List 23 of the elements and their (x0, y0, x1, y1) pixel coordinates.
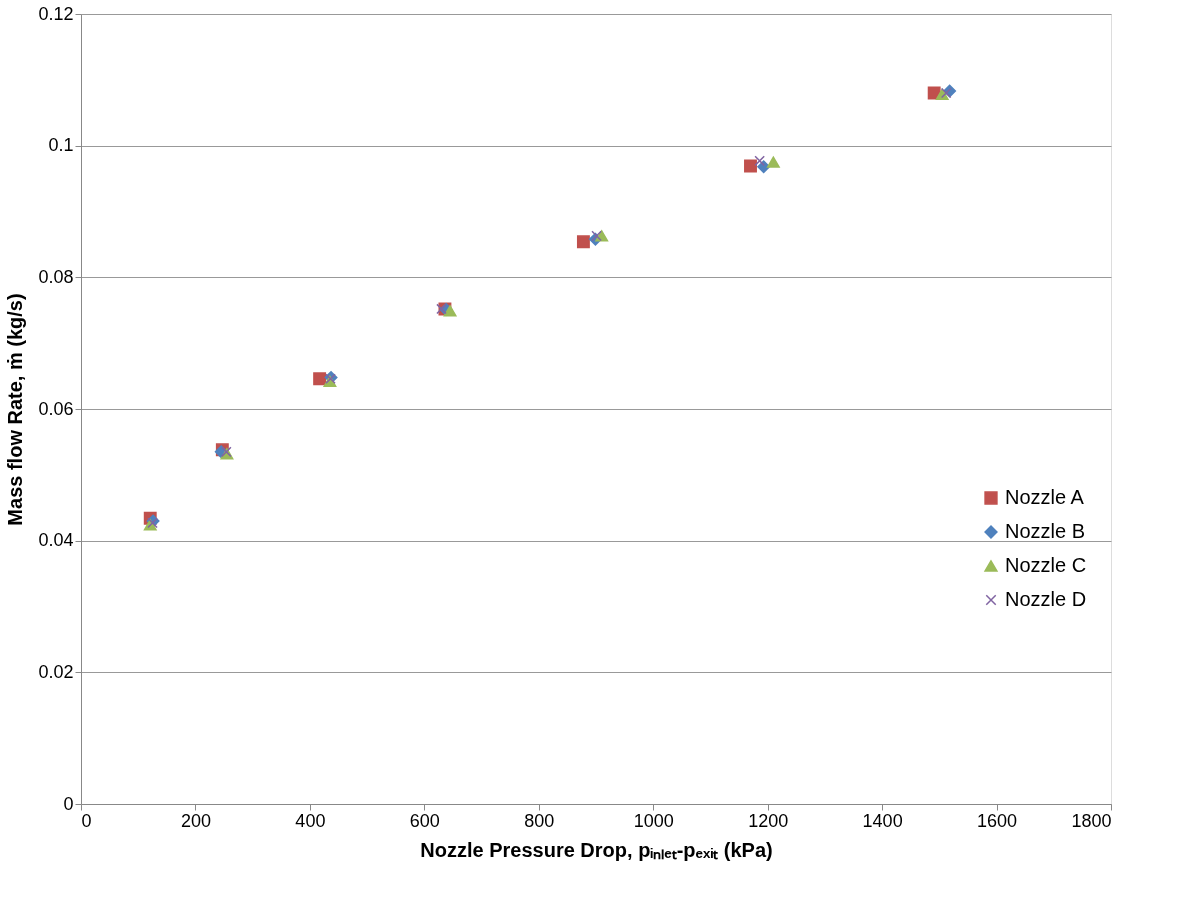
y-tick-label: 0.02 (38, 661, 74, 682)
y-tick-label: 0.04 (38, 530, 74, 551)
x-tick-label: 600 (409, 810, 440, 831)
legend-label: Nozzle C (1005, 554, 1087, 576)
x-tick-label: 0 (81, 810, 92, 831)
x-tick-label: 200 (180, 810, 211, 831)
x-tick-label: 1600 (977, 810, 1018, 831)
y-axis-title: Mass flow Rate, ṁ (kg/s) (4, 293, 27, 526)
legend-label: Nozzle D (1005, 588, 1087, 610)
x-tick-label: 1800 (1071, 810, 1112, 831)
legend-label: Nozzle B (1005, 520, 1086, 542)
y-tick-label: 0.08 (38, 266, 74, 287)
y-tick-label: 0.06 (38, 398, 74, 419)
y-tick-label: 0.12 (38, 3, 74, 24)
x-tick-label: 1000 (633, 810, 674, 831)
x-tick-label: 1200 (748, 810, 789, 831)
x-tick-label: 800 (524, 810, 555, 831)
y-tick-label: 0 (63, 793, 74, 814)
legend-label: Nozzle A (1005, 486, 1085, 508)
y-tick-label: 0.1 (48, 135, 74, 156)
x-tick-label: 1400 (862, 810, 903, 831)
x-tick-label: 400 (295, 810, 326, 831)
x-axis-title: Nozzle Pressure Drop, pᵢₙₗₑₜ-pₑₓᵢₜ (kPa) (420, 838, 773, 861)
